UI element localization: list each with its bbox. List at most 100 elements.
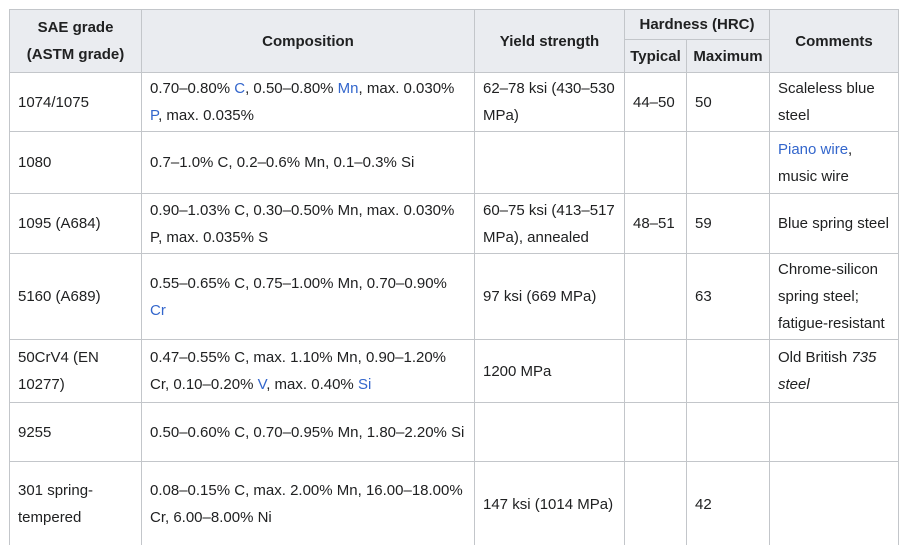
wiki-link[interactable]: Piano wire <box>778 140 849 158</box>
cell-composition: 0.7–1.0% C, 0.2–0.6% Mn, 0.1–0.3% Si <box>141 131 475 194</box>
text-segment: 59 <box>695 215 712 232</box>
cell-yield-strength: 62–78 ksi (430–530 MPa) <box>474 72 625 132</box>
cell-grade: 5160 (A689) <box>9 253 142 340</box>
text-segment: 0.47–0.55% C, max. 1.10% Mn, 0.90–1.20% … <box>150 349 447 393</box>
text-segment: , max. 0.030% <box>358 80 455 97</box>
cell-hardness-typical <box>624 402 687 462</box>
cell-composition: 0.90–1.03% C, 0.30–0.50% Mn, max. 0.030%… <box>141 193 475 254</box>
cell-comments: Blue spring steel <box>769 193 899 254</box>
cell-yield-strength: 147 ksi (1014 MPa) <box>474 461 625 545</box>
text-segment: 42 <box>695 495 712 513</box>
cell-composition: 0.55–0.65% C, 0.75–1.00% Mn, 0.70–0.90% … <box>141 253 475 340</box>
cell-grade: 301 spring-tempered <box>9 461 142 545</box>
header-yield-strength: Yield strength <box>474 9 625 73</box>
table-row: 1095 (A684) 0.90–1.03% C, 0.30–0.50% Mn, … <box>9 193 899 254</box>
cell-hardness-maximum <box>686 131 770 194</box>
text-segment: 1095 (A684) <box>18 215 101 232</box>
cell-grade: 9255 <box>9 402 142 462</box>
cell-comments: Scaleless blue steel <box>769 72 899 132</box>
text-segment: 0.08–0.15% C, max. 2.00% Mn, 16.00–18.00… <box>150 482 463 526</box>
header-comments: Comments <box>769 9 899 73</box>
cell-yield-strength: 60–75 ksi (413–517 MPa), annealed <box>474 193 625 254</box>
text-segment: 97 ksi (669 MPa) <box>483 288 597 305</box>
cell-hardness-typical <box>624 461 687 545</box>
spring-steel-grades-table: SAE grade (ASTM grade) Composition Yield… <box>9 9 899 545</box>
text-segment: Chrome-silicon spring steel; fatigue-res… <box>778 261 885 332</box>
text-segment: 5160 (A689) <box>18 288 101 305</box>
table-row: 5160 (A689) 0.55–0.65% C, 0.75–1.00% Mn, … <box>9 253 899 340</box>
cell-hardness-typical <box>624 131 687 194</box>
wiki-link[interactable]: C <box>234 80 246 97</box>
wiki-link[interactable]: Cr <box>150 301 166 319</box>
wiki-link[interactable]: Si <box>357 376 372 393</box>
cell-hardness-maximum: 42 <box>686 461 770 545</box>
wiki-link[interactable]: V <box>257 376 267 393</box>
header-composition: Composition <box>141 9 475 73</box>
text-segment: , music wire <box>778 140 853 185</box>
text-segment: Blue spring steel <box>778 215 889 232</box>
text-segment: , 0.50–0.80% <box>245 80 338 97</box>
cell-grade: 50CrV4 (EN 10277) <box>9 339 142 403</box>
cell-comments: Chrome-silicon spring steel; fatigue-res… <box>769 253 899 340</box>
cell-yield-strength: 97 ksi (669 MPa) <box>474 253 625 340</box>
text-segment: 1080 <box>18 154 52 171</box>
cell-grade: 1095 (A684) <box>9 193 142 254</box>
cell-composition: 0.08–0.15% C, max. 2.00% Mn, 16.00–18.00… <box>141 461 475 545</box>
text-segment: , max. 0.035% <box>158 107 254 124</box>
text-segment: 50 <box>695 93 712 111</box>
text-segment: 44–50 <box>633 93 675 111</box>
table-row: 1080 0.7–1.0% C, 0.2–0.6% Mn, 0.1–0.3% Si… <box>9 131 899 194</box>
text-segment: 0.70–0.80% <box>150 80 235 97</box>
cell-hardness-maximum <box>686 339 770 403</box>
header-sae-grade: SAE grade (ASTM grade) <box>9 9 142 73</box>
cell-hardness-typical <box>624 253 687 340</box>
text-segment: 301 spring-tempered <box>18 482 94 526</box>
text-segment: 0.50–0.60% C, 0.70–0.95% Mn, 1.80–2.20% … <box>150 423 465 441</box>
table-row: 50CrV4 (EN 10277) 0.47–0.55% C, max. 1.10… <box>9 339 899 403</box>
cell-comments: Piano wire, music wire <box>769 131 899 194</box>
cell-grade: 1074/1075 <box>9 72 142 132</box>
text-segment: 0.90–1.03% C, 0.30–0.50% Mn, max. 0.030%… <box>150 201 455 246</box>
text-segment: Old British <box>778 349 852 366</box>
cell-grade: 1080 <box>9 131 142 194</box>
table-body: 1074/1075 0.70–0.80% C, 0.50–0.80% Mn, ma… <box>9 72 899 545</box>
table-row: 9255 0.50–0.60% C, 0.70–0.95% Mn, 1.80–2.… <box>9 402 899 462</box>
cell-yield-strength <box>474 402 625 462</box>
header-hardness-typical: Typical <box>624 39 687 73</box>
cell-hardness-typical <box>624 339 687 403</box>
text-segment: 48–51 <box>633 215 675 232</box>
cell-comments <box>769 402 899 462</box>
header-hardness-maximum: Maximum <box>686 39 770 73</box>
text-segment: 147 ksi (1014 MPa) <box>483 495 614 513</box>
cell-hardness-maximum: 63 <box>686 253 770 340</box>
text-segment: 9255 <box>18 423 52 441</box>
cell-yield-strength: 1200 MPa <box>474 339 625 403</box>
cell-hardness-maximum: 59 <box>686 193 770 254</box>
table-row: 301 spring-tempered 0.08–0.15% C, max. 2.… <box>9 461 899 545</box>
text-segment: 62–78 ksi (430–530 MPa) <box>483 80 615 124</box>
cell-composition: 0.70–0.80% C, 0.50–0.80% Mn, max. 0.030%… <box>141 72 475 132</box>
text-segment: 50CrV4 (EN 10277) <box>18 349 99 393</box>
text-segment: 63 <box>695 288 712 305</box>
cell-composition: 0.50–0.60% C, 0.70–0.95% Mn, 1.80–2.20% … <box>141 402 475 462</box>
cell-hardness-maximum: 50 <box>686 72 770 132</box>
text-segment: 0.7–1.0% C, 0.2–0.6% Mn, 0.1–0.3% Si <box>150 154 415 171</box>
cell-hardness-typical: 48–51 <box>624 193 687 254</box>
text-segment: 735 steel <box>778 349 877 393</box>
text-segment: 60–75 ksi (413–517 MPa), annealed <box>483 201 615 246</box>
cell-comments: Old British 735 steel <box>769 339 899 403</box>
text-segment: Scaleless blue steel <box>778 80 875 124</box>
cell-composition: 0.47–0.55% C, max. 1.10% Mn, 0.90–1.20% … <box>141 339 475 403</box>
cell-hardness-maximum <box>686 402 770 462</box>
cell-yield-strength <box>474 131 625 194</box>
cell-comments <box>769 461 899 545</box>
text-segment: 1200 MPa <box>483 362 552 380</box>
cell-hardness-typical: 44–50 <box>624 72 687 132</box>
wiki-link[interactable]: P <box>150 107 159 124</box>
table-header: SAE grade (ASTM grade) Composition Yield… <box>9 9 899 73</box>
header-hardness-group: Hardness (HRC) <box>624 9 770 40</box>
wiki-link[interactable]: Mn <box>337 80 359 97</box>
text-segment: 0.55–0.65% C, 0.75–1.00% Mn, 0.70–0.90% <box>150 274 447 292</box>
table-row: 1074/1075 0.70–0.80% C, 0.50–0.80% Mn, ma… <box>9 72 899 132</box>
